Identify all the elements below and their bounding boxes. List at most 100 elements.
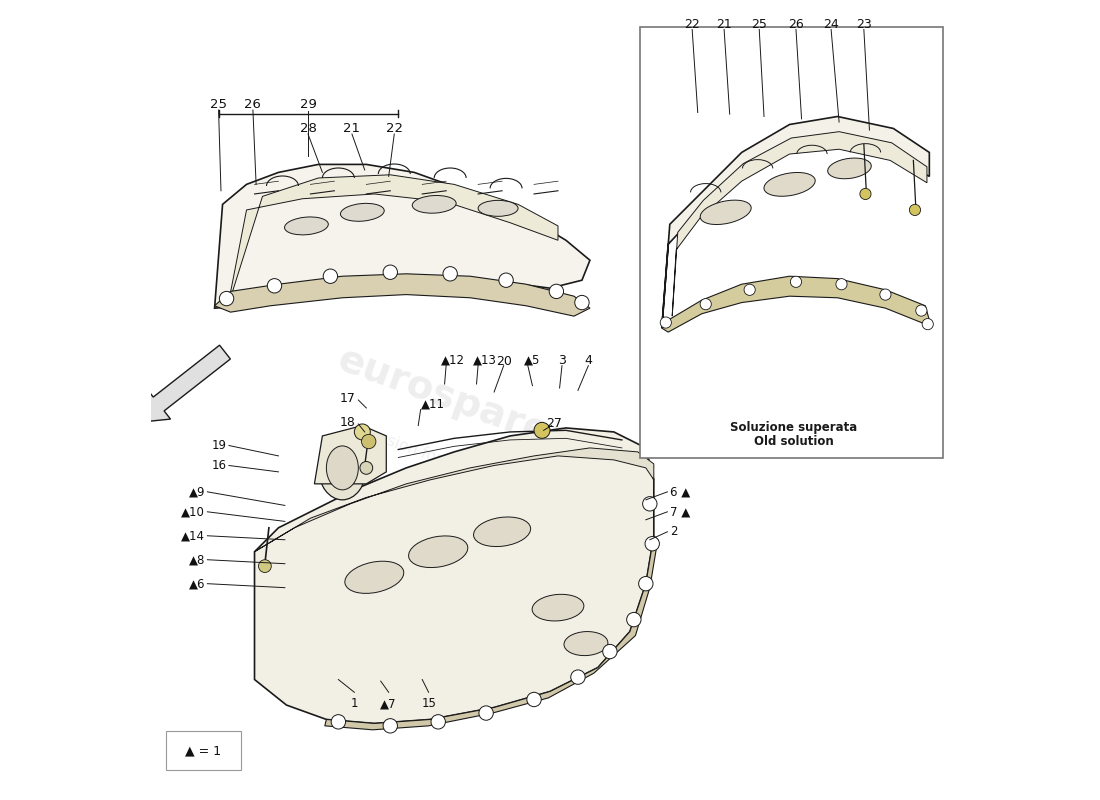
Ellipse shape — [827, 158, 871, 178]
Circle shape — [791, 276, 802, 287]
Circle shape — [642, 497, 657, 511]
Polygon shape — [254, 448, 653, 552]
Text: 2: 2 — [670, 526, 678, 538]
Ellipse shape — [408, 536, 468, 567]
Ellipse shape — [564, 631, 608, 655]
Circle shape — [534, 422, 550, 438]
Text: ▲14: ▲14 — [182, 530, 205, 542]
Circle shape — [922, 318, 933, 330]
Text: 6 ▲: 6 ▲ — [670, 486, 690, 498]
Ellipse shape — [763, 173, 815, 196]
Polygon shape — [315, 426, 386, 484]
Text: 22: 22 — [684, 18, 700, 31]
Circle shape — [910, 204, 921, 215]
Text: 22: 22 — [386, 122, 403, 135]
Text: 29: 29 — [299, 98, 317, 111]
Circle shape — [860, 188, 871, 199]
Circle shape — [354, 424, 371, 440]
Ellipse shape — [701, 200, 751, 225]
Text: ▲ = 1: ▲ = 1 — [185, 744, 221, 757]
Polygon shape — [254, 428, 653, 723]
Circle shape — [360, 462, 373, 474]
Polygon shape — [672, 132, 927, 316]
Ellipse shape — [478, 200, 518, 216]
FancyBboxPatch shape — [640, 27, 943, 458]
Text: 7 ▲: 7 ▲ — [670, 506, 690, 518]
Text: 20: 20 — [496, 355, 512, 368]
Text: 4: 4 — [584, 354, 592, 366]
Text: ▲13: ▲13 — [473, 354, 496, 366]
Circle shape — [549, 284, 563, 298]
Ellipse shape — [532, 594, 584, 621]
Text: 17: 17 — [339, 392, 355, 405]
Circle shape — [443, 266, 458, 281]
Circle shape — [836, 278, 847, 290]
Polygon shape — [214, 274, 590, 316]
Ellipse shape — [344, 561, 404, 594]
Text: 23: 23 — [856, 18, 871, 31]
Text: 16: 16 — [211, 459, 227, 472]
Text: 24: 24 — [823, 18, 839, 31]
Polygon shape — [324, 536, 658, 730]
Text: 15: 15 — [421, 697, 436, 710]
Circle shape — [527, 692, 541, 706]
FancyArrow shape — [135, 345, 230, 422]
Text: Soluzione superata: Soluzione superata — [730, 421, 857, 434]
FancyBboxPatch shape — [166, 731, 241, 770]
Ellipse shape — [318, 436, 366, 500]
Circle shape — [744, 284, 756, 295]
Text: 27: 27 — [546, 418, 562, 430]
Circle shape — [916, 305, 927, 316]
Polygon shape — [231, 174, 558, 298]
Text: 25: 25 — [751, 18, 767, 31]
Text: 1: 1 — [351, 697, 359, 710]
Polygon shape — [662, 276, 930, 332]
Circle shape — [571, 670, 585, 684]
Ellipse shape — [473, 517, 530, 546]
Text: ▲10: ▲10 — [182, 506, 205, 518]
Text: Old solution: Old solution — [754, 435, 834, 448]
Text: ▲8: ▲8 — [188, 554, 205, 566]
Circle shape — [478, 706, 493, 720]
Circle shape — [700, 298, 712, 310]
Text: ▲6: ▲6 — [188, 577, 205, 590]
Ellipse shape — [327, 446, 359, 490]
Circle shape — [362, 434, 376, 449]
Text: ▲9: ▲9 — [188, 486, 205, 498]
Circle shape — [431, 714, 446, 729]
Text: 18: 18 — [339, 416, 355, 429]
Circle shape — [660, 317, 671, 328]
Ellipse shape — [412, 195, 456, 213]
Text: 28: 28 — [299, 122, 317, 135]
Polygon shape — [214, 165, 590, 308]
Ellipse shape — [340, 203, 384, 222]
Circle shape — [639, 577, 653, 591]
Text: ▲5: ▲5 — [525, 354, 541, 366]
Text: ▲12: ▲12 — [441, 354, 464, 366]
Text: 25: 25 — [210, 98, 227, 111]
Circle shape — [258, 560, 272, 573]
Text: 26: 26 — [788, 18, 804, 31]
Circle shape — [331, 714, 345, 729]
Text: ▲11: ▲11 — [420, 398, 444, 410]
Text: 26: 26 — [244, 98, 262, 111]
Circle shape — [383, 718, 397, 733]
Circle shape — [267, 278, 282, 293]
Text: 21: 21 — [343, 122, 361, 135]
Circle shape — [219, 291, 233, 306]
Ellipse shape — [285, 217, 328, 235]
Text: 3: 3 — [558, 354, 565, 366]
Circle shape — [880, 289, 891, 300]
Circle shape — [499, 273, 514, 287]
Circle shape — [323, 269, 338, 283]
Circle shape — [575, 295, 590, 310]
Text: eurospares: eurospares — [332, 340, 576, 460]
Circle shape — [603, 644, 617, 658]
Text: a passion for cars since 1988: a passion for cars since 1988 — [346, 418, 562, 510]
Text: 21: 21 — [716, 18, 732, 31]
Text: ▲7: ▲7 — [381, 697, 397, 710]
Polygon shape — [662, 117, 930, 328]
Circle shape — [645, 537, 659, 551]
Circle shape — [627, 613, 641, 627]
Text: 19: 19 — [211, 439, 227, 452]
